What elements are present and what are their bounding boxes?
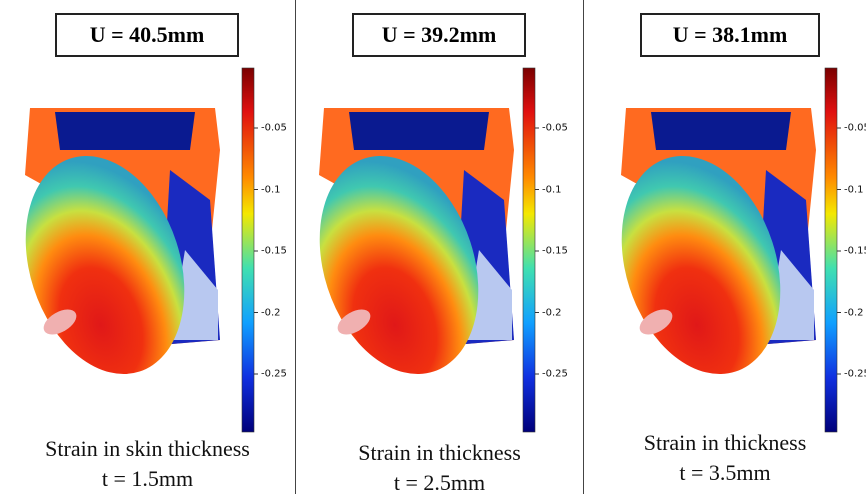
highlight (337, 309, 371, 335)
strain-plot (621, 67, 841, 433)
colorbar-tick-label: -0.25 (261, 368, 287, 380)
panel-title: U = 38.1mm (640, 13, 820, 57)
highlight (43, 309, 77, 335)
colorbar-tick-label: -0.15 (542, 245, 568, 257)
colorbar-tick-label: -0.1 (844, 184, 864, 195)
colorbar-tick-label: -0.1 (261, 184, 281, 195)
panel-divider (295, 0, 296, 494)
compressed-band (55, 112, 195, 150)
colorbar (522, 67, 536, 433)
panel: -0.05 -0.1 -0.15 -0.2 -0.25 U = 40.5mm Strain … (0, 0, 295, 494)
specimen (25, 108, 220, 375)
colorbar-tick-label: -0.2 (261, 307, 281, 318)
colorbar-tick-label: -0.2 (542, 307, 562, 318)
panel: -0.05 -0.1 -0.15 -0.2 -0.25 U = 39.2mm Strain … (296, 0, 583, 494)
colorbar-tick-label: -0.1 (542, 184, 562, 195)
caption-line: Strain in skin thickness (45, 436, 250, 461)
specimen (621, 108, 816, 375)
compressed-band (651, 112, 791, 150)
colorbar-tick-label: -0.2 (844, 307, 864, 318)
colorbar-tick-label: -0.15 (844, 245, 866, 257)
colorbar-tick-label: -0.25 (844, 368, 866, 380)
colorbar (241, 67, 255, 433)
specimen (319, 108, 514, 375)
colorbar-tick-label: -0.05 (542, 122, 568, 134)
strain-plot (25, 67, 258, 433)
panel-divider (583, 0, 584, 494)
strain-plot (319, 67, 539, 433)
caption-line: t = 1.5mm (101, 466, 194, 491)
highlight (639, 309, 673, 335)
caption-line: t = 2.5mm (393, 470, 486, 494)
colorbar-tick-label: -0.05 (261, 122, 287, 134)
panel-title: U = 40.5mm (55, 13, 239, 57)
compressed-band (349, 112, 489, 150)
panel-title: U = 39.2mm (352, 13, 526, 57)
colorbar (824, 67, 838, 433)
caption-line: t = 3.5mm (679, 460, 771, 485)
colorbar-tick-label: -0.05 (844, 122, 866, 134)
caption-line: Strain in thickness (643, 430, 807, 455)
colorbar-tick-label: -0.15 (261, 245, 287, 257)
colorbar-tick-label: -0.25 (542, 368, 568, 380)
panel: -0.05 -0.1 -0.15 -0.2 -0.25 U = 38.1mm Strain … (584, 0, 866, 494)
caption-line: Strain in thickness (358, 440, 521, 465)
